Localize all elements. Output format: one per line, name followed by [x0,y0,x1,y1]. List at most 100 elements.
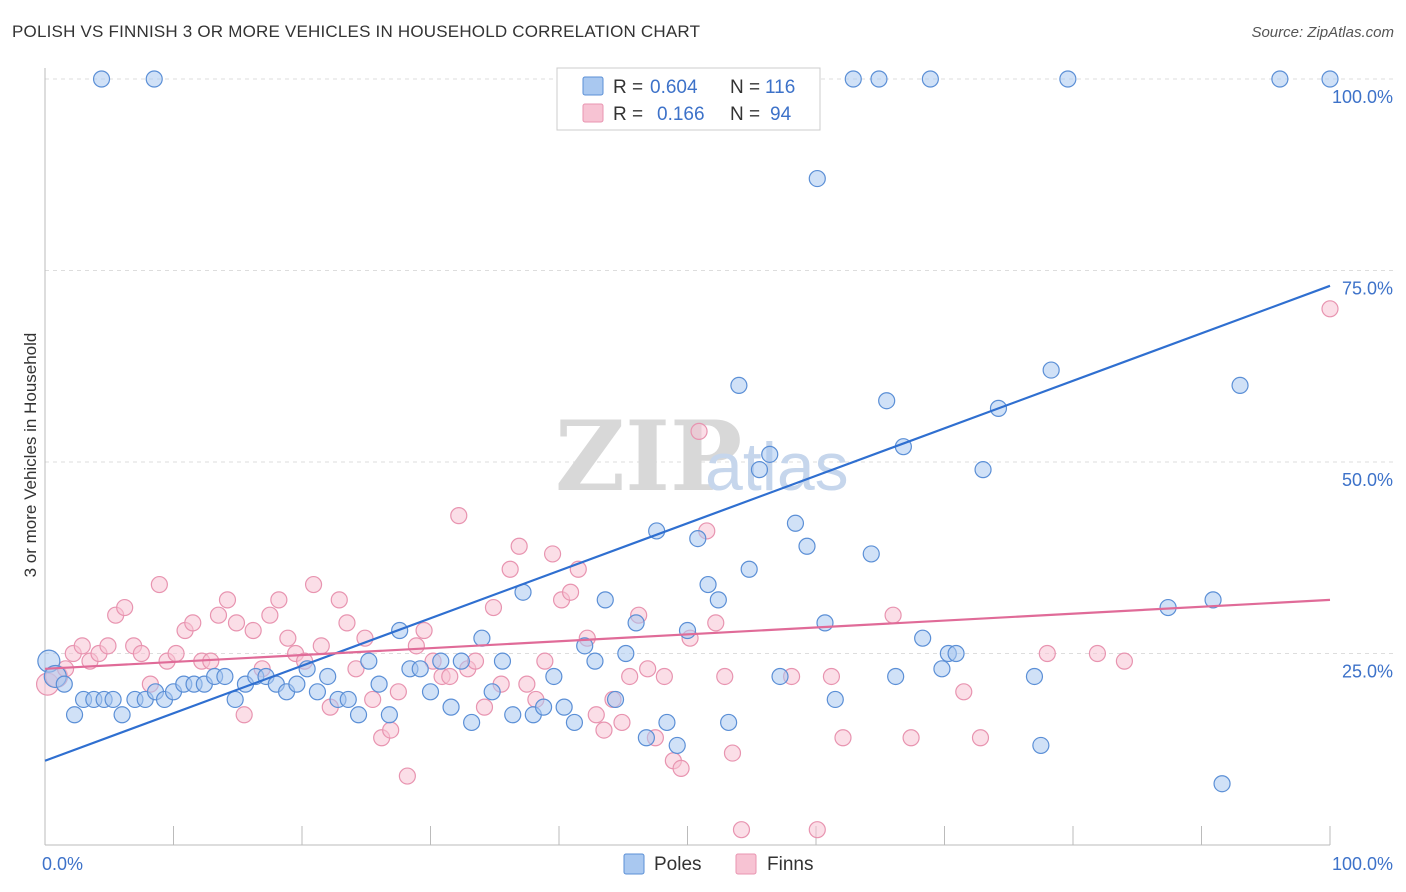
finns-point [1321,300,1339,318]
finns-point [1088,644,1107,663]
poles-point [637,729,655,747]
poles-point [452,652,470,670]
poles-point [862,545,880,563]
poles-point [974,461,992,479]
poles-point [808,169,826,188]
y-tick-label: 25.0% [1342,662,1393,682]
source-label: Source: ZipAtlas.com [1251,24,1394,41]
finns-point [382,721,400,739]
poles-point [565,713,584,732]
legend-r-value-finns: 0.166 [657,104,705,125]
legend-swatch-poles [582,76,604,96]
finns-point [450,507,468,525]
finns-point [834,729,852,747]
finns-point [595,721,613,739]
poles-point [319,667,337,686]
finns-point [330,591,348,609]
poles-point [1213,775,1231,793]
finns-point [484,598,503,617]
finns-point [1038,644,1056,663]
poles-point [596,591,614,609]
finns-point [543,545,562,563]
poles-point [493,652,512,670]
poles-point [658,713,676,732]
finns-point [441,667,459,686]
finns-point [716,667,734,686]
poles-point [1231,376,1249,394]
poles-point [349,706,368,724]
poles-point [113,706,131,724]
legend-n-label-poles: N = [730,77,760,98]
finns-point [561,583,580,601]
poles-point [1042,361,1060,379]
finns-point [587,706,605,724]
y-tick-label: 75.0% [1342,279,1393,299]
poles-point [380,706,398,724]
finns-point [639,660,657,678]
legend-swatch-finns [582,103,604,123]
finns-point [621,667,639,686]
poles-point [442,698,460,716]
poles-point [288,675,306,693]
poles-point [473,629,491,647]
poles-point [761,445,779,463]
finns-point [732,821,751,839]
bottom-legend-swatch-poles [623,853,645,875]
poles-points [37,70,1339,793]
poles-point [709,591,727,609]
poles-point [104,690,122,709]
poles-point [65,706,84,724]
finns-point [655,667,673,686]
poles-point [699,575,717,594]
series-legend: Poles Finns [623,853,813,875]
finns-point [518,675,536,693]
bottom-legend-label-finns: Finns [767,854,813,875]
y-tick-label: 50.0% [1342,470,1393,490]
finns-point [338,614,356,632]
poles-point [463,713,481,732]
finns-point [501,560,519,578]
poles-point [504,706,522,724]
finns-point [407,637,425,655]
grid-lines [45,78,1395,654]
finns-point [707,614,725,632]
finns-point [132,644,150,663]
poles-point [606,690,625,709]
poles-point [947,644,965,663]
axes [44,68,1331,846]
poles-point [1204,591,1222,609]
finns-point [356,629,374,647]
poles-point [617,644,635,663]
poles-point [933,660,951,678]
x-tick-label-min: 0.0% [42,854,83,874]
finns-point [971,729,990,747]
poles-point [534,698,553,716]
legend-n-value-finns: 94 [770,104,792,125]
watermark-zip: ZIP [555,400,742,513]
finns-point [304,575,323,594]
x-tick-label-max: 100.0% [1332,854,1393,874]
finns-point [364,690,382,709]
finns-point [955,683,973,701]
finns-point [99,637,117,655]
finns-point [218,591,237,609]
finns-point [475,698,494,716]
tick-labels: 25.0% 50.0% 75.0% 100.0% 0.0% 100.0% [42,87,1393,874]
poles-point [771,667,789,686]
finns-point [116,598,134,617]
poles-point [750,461,769,479]
y-tick-label: 100.0% [1332,87,1393,107]
poles-point [1271,70,1289,88]
poles-point [92,70,111,88]
finns-point [672,759,690,778]
poles-point [586,652,604,670]
finns-point [235,706,253,724]
finns-point [415,621,433,640]
finns-point [347,660,365,678]
legend-r-label-finns: R = [613,104,643,125]
poles-point [1321,70,1339,88]
bottom-legend-swatch-finns [735,853,757,875]
finns-point [884,606,902,624]
poles-point [844,70,862,88]
